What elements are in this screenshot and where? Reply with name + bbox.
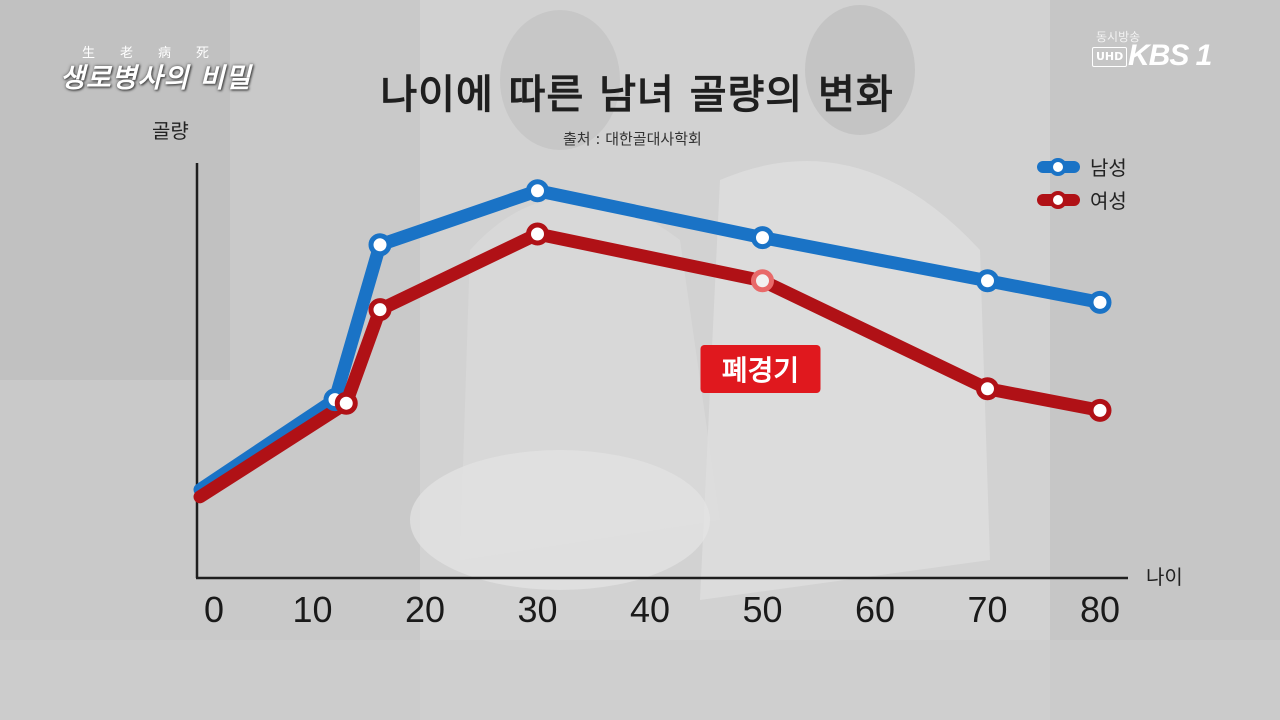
logo-hanja-2: 老 (120, 46, 136, 61)
y-axis-label: 골량 (152, 119, 189, 143)
x-tick-label: 30 (518, 589, 558, 630)
program-logo: 生 老 病 死 생로병사의 비밀 (60, 42, 280, 104)
series-lines (193, 184, 1107, 504)
x-tick-label: 20 (405, 589, 445, 630)
legend-label-female: 여성 (1090, 189, 1127, 213)
data-point-female (1088, 398, 1112, 422)
broadcaster-logo: 동시방송 UHD KBS 1 (1074, 28, 1224, 74)
data-point-male (1088, 290, 1112, 314)
data-point-female (526, 222, 549, 246)
x-tick-label: 0 (204, 589, 224, 630)
annotation-box (700, 345, 821, 393)
x-tick-label: 50 (743, 589, 783, 630)
x-axis-label: 나이 (1146, 565, 1183, 589)
x-tick-label: 60 (855, 589, 895, 630)
data-point-male (526, 179, 549, 203)
uhd-badge: UHD (1092, 47, 1128, 67)
data-point-male (751, 226, 774, 250)
legend-marker (1049, 191, 1067, 209)
channel-logo: KBS 1 (1128, 39, 1212, 72)
annotation-label: 폐경기 (722, 354, 799, 387)
chart-title: 나이에 따른 남녀 골량의 변화 (380, 72, 894, 118)
legend-marker (1049, 158, 1067, 176)
data-point-female (751, 269, 774, 293)
legend-label-male: 남성 (1090, 156, 1127, 180)
series-points (323, 179, 1112, 422)
series-line-male (193, 184, 1107, 497)
x-tick-label: 10 (293, 589, 333, 630)
logo-hanja-4: 死 (196, 46, 212, 61)
data-point-male (368, 233, 392, 257)
x-tick-label: 80 (1080, 589, 1120, 630)
x-tick-label: 70 (968, 589, 1008, 630)
program-logo-title: 생로병사의 비밀 (60, 63, 252, 94)
chart-source: 출처 : 대한골대사학회 (563, 130, 702, 148)
data-point-male (976, 269, 999, 293)
data-point-female (976, 377, 999, 401)
data-point-female (334, 391, 358, 415)
annotation: 폐경기 (700, 345, 821, 393)
data-point-female (368, 298, 392, 322)
x-tick-label: 40 (630, 589, 670, 630)
logo-hanja-1: 生 (82, 46, 98, 61)
simulcast-label: 동시방송 (1096, 30, 1141, 44)
logo-hanja-3: 病 (158, 46, 174, 61)
